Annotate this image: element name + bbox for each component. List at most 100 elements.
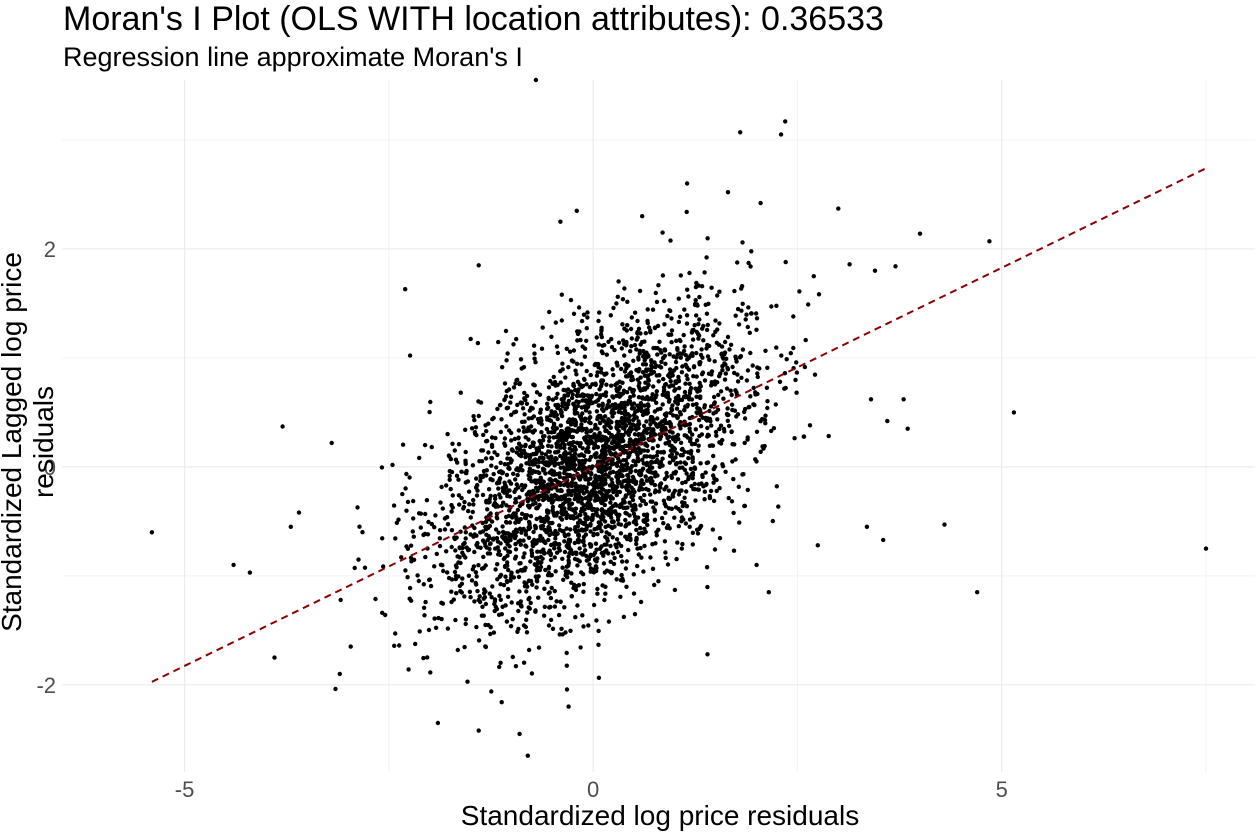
data-point <box>576 540 581 545</box>
data-point <box>689 484 694 489</box>
data-point <box>404 471 409 477</box>
data-point <box>678 338 683 344</box>
data-point <box>695 487 700 492</box>
data-point <box>729 429 734 434</box>
data-point <box>280 424 285 429</box>
data-point <box>517 381 522 387</box>
data-point <box>489 463 494 468</box>
data-point <box>583 438 589 443</box>
data-point <box>693 298 698 303</box>
data-point <box>587 562 592 567</box>
data-point <box>618 531 624 536</box>
data-point <box>551 510 556 515</box>
data-point <box>593 399 599 404</box>
data-point <box>714 433 719 438</box>
data-point <box>406 667 411 672</box>
data-point <box>546 396 551 402</box>
data-point <box>534 562 539 567</box>
data-point <box>614 474 619 479</box>
data-point <box>591 553 596 558</box>
data-point <box>678 460 683 465</box>
data-point <box>636 369 641 374</box>
data-point <box>474 493 480 498</box>
data-point <box>485 507 490 512</box>
data-point <box>635 403 640 408</box>
data-point <box>548 552 553 558</box>
data-point <box>403 486 408 491</box>
data-point <box>686 456 691 461</box>
data-point <box>442 527 448 532</box>
data-point <box>604 352 609 357</box>
data-point <box>433 625 439 630</box>
data-point <box>691 364 697 369</box>
data-point <box>338 597 343 603</box>
data-point <box>683 381 688 386</box>
data-point <box>670 446 676 452</box>
data-point <box>469 426 475 431</box>
data-point <box>648 492 653 497</box>
data-point <box>570 448 575 453</box>
data-point <box>511 342 516 347</box>
data-point <box>595 532 600 537</box>
data-point <box>864 524 870 529</box>
data-point <box>619 473 624 479</box>
data-point <box>701 484 706 489</box>
data-point <box>755 371 760 376</box>
data-point <box>503 394 509 399</box>
data-point <box>575 603 580 608</box>
data-point <box>586 481 592 486</box>
data-point <box>468 336 473 342</box>
data-point <box>707 408 712 414</box>
data-point <box>448 486 453 492</box>
data-point <box>561 465 566 470</box>
data-point <box>484 429 489 434</box>
data-point <box>774 303 779 308</box>
data-point <box>558 599 563 604</box>
data-point <box>594 391 599 397</box>
data-point <box>459 469 464 474</box>
data-point <box>580 572 586 577</box>
data-point <box>572 411 578 416</box>
data-point <box>614 503 619 508</box>
x-axis-label: Standardized log price residuals <box>460 800 860 831</box>
data-point <box>592 557 598 562</box>
data-point <box>723 371 728 376</box>
data-point <box>463 449 468 455</box>
data-point <box>600 343 605 348</box>
data-point <box>463 458 468 463</box>
data-point <box>1203 546 1209 551</box>
data-point <box>637 288 643 294</box>
data-point <box>548 413 553 418</box>
data-point <box>651 454 656 459</box>
data-point <box>638 375 643 380</box>
data-point <box>626 474 631 479</box>
data-point <box>616 521 621 527</box>
data-point <box>681 348 687 354</box>
data-point <box>636 531 642 536</box>
data-point <box>507 549 513 555</box>
data-point <box>872 268 878 273</box>
data-point <box>670 436 676 442</box>
data-point <box>626 398 631 404</box>
data-point <box>552 588 557 594</box>
data-point <box>422 613 427 618</box>
data-point <box>547 435 552 440</box>
data-point <box>729 402 735 407</box>
data-point <box>758 419 763 424</box>
data-point <box>572 454 577 459</box>
data-point <box>545 401 550 406</box>
data-point <box>742 409 747 415</box>
data-point <box>629 336 634 341</box>
data-point <box>427 577 432 582</box>
data-point <box>901 397 906 402</box>
data-point <box>498 541 503 546</box>
data-point <box>619 572 624 578</box>
data-point <box>564 346 569 351</box>
data-point <box>660 456 665 461</box>
data-point <box>700 415 705 420</box>
data-point <box>428 399 433 405</box>
data-point <box>601 514 606 520</box>
data-point <box>720 368 725 373</box>
data-point <box>635 335 640 340</box>
